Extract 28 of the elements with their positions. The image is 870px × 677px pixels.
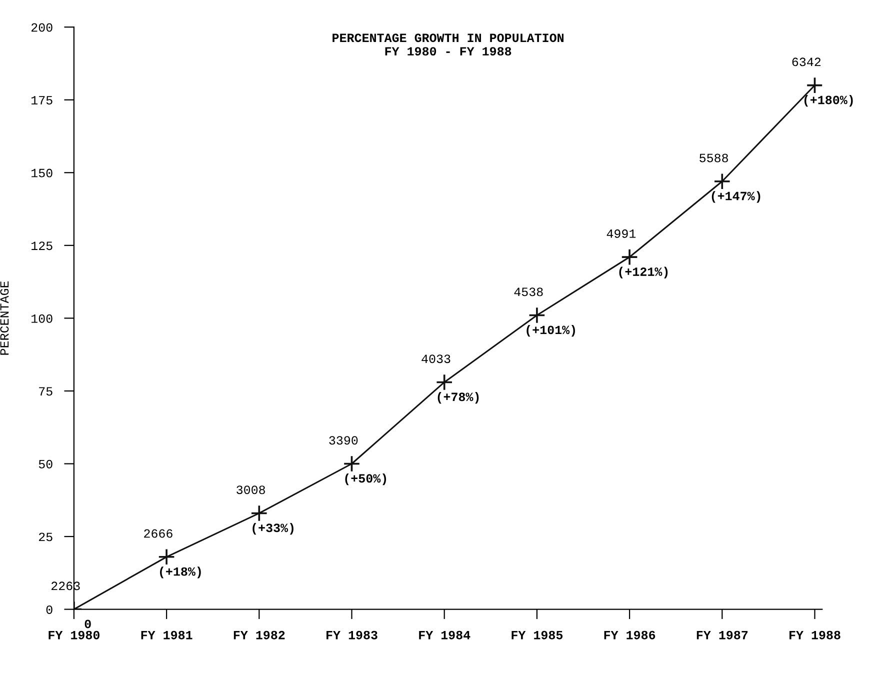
y-tick-label: 200 [31,23,52,32]
x-tick-label: FY 1987 [696,630,748,640]
text: 5588 (+147%) [700,154,760,203]
text: 6342 (+180%) [792,58,853,107]
text: 3390 (+50%) [329,436,386,486]
x-tick-label: FY 1984 [419,630,470,640]
x-tick-label: FY 1982 [234,630,285,640]
x-tick-label: FY 1981 [141,630,192,640]
y-tick-label: 0 [46,605,52,614]
x-tick-label: FY 1980 [48,630,100,640]
text: PERCENTAGE GROWTH IN POPULATION FY 1980 - FY 1988 [332,34,564,56]
text: 3008 (+33%) [236,486,294,535]
x-tick-label: FY 1983 [326,630,378,640]
y-axis-title: PERCENTAGE [0,281,9,355]
y-tick-label: 75 [39,387,52,396]
y-tick-label: 150 [32,168,52,178]
text: 2666 (+18%) [144,529,201,578]
y-tick-label: 125 [32,242,52,250]
y-tick-label: 50 [38,460,52,468]
text: 4033 (+78%) [422,354,479,404]
x-tick-label: FY 1988 [790,630,840,640]
x-tick-label: FY 1986 [604,630,656,640]
x-tick-label: FY 1985 [512,630,563,640]
y-tick-label: 100 [32,314,52,323]
text: 4991 (+121%) [606,229,668,278]
y-tick-label: 25 [38,532,52,542]
text: 4538 (+101%) [514,288,575,337]
y-tick-label: 175 [32,96,52,105]
